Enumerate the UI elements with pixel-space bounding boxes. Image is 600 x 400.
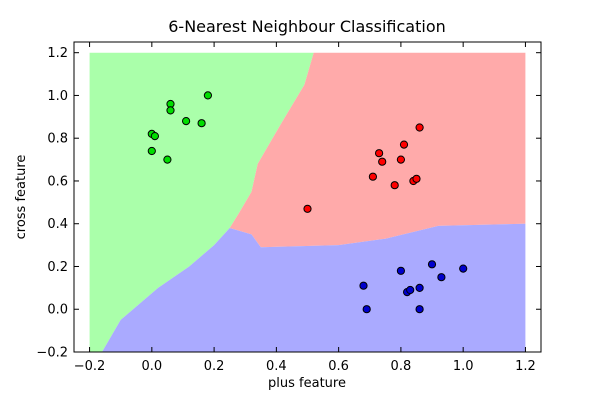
point-blue-5 bbox=[415, 283, 424, 292]
x-tick-label: 1.0 bbox=[453, 359, 474, 374]
point-red-5 bbox=[368, 172, 377, 181]
y-tick-label: 0.4 bbox=[47, 217, 68, 232]
point-red-9 bbox=[303, 204, 312, 213]
point-green-8 bbox=[163, 155, 172, 164]
point-red-1 bbox=[399, 140, 409, 149]
x-tick-label: 0.8 bbox=[391, 359, 412, 374]
region-green bbox=[89, 52, 314, 352]
y-tick-label: 0.6 bbox=[47, 174, 68, 189]
y-axis: −0.2 0.0 0.2 0.4 0.6 0.8 1.0 1.2 bbox=[36, 46, 541, 361]
x-tick-label: 0.2 bbox=[204, 359, 225, 374]
point-green-1 bbox=[203, 91, 212, 100]
point-blue-1 bbox=[459, 264, 468, 273]
x-axis: −0.2 0.0 0.2 0.4 0.6 0.8 1.0 1.2 bbox=[74, 42, 536, 374]
point-green-6 bbox=[150, 132, 159, 141]
point-red-3 bbox=[378, 157, 387, 166]
point-green-7 bbox=[147, 146, 156, 156]
point-green-2 bbox=[166, 106, 175, 115]
point-blue-2 bbox=[396, 266, 405, 275]
point-red-4 bbox=[396, 155, 405, 164]
y-tick-label: 1.0 bbox=[47, 89, 68, 104]
x-tick-label: 0.6 bbox=[328, 359, 349, 374]
point-green-3 bbox=[182, 117, 191, 126]
chart-title: 6-Nearest Neighbour Classification bbox=[168, 17, 446, 36]
point-red-7 bbox=[412, 174, 421, 183]
point-blue-3 bbox=[437, 273, 446, 282]
point-blue-8 bbox=[362, 305, 371, 314]
y-tick-label: 0.0 bbox=[47, 303, 68, 318]
x-tick-label: −0.2 bbox=[74, 359, 106, 374]
x-tick-label: 1.2 bbox=[515, 359, 536, 374]
point-green-4 bbox=[197, 119, 206, 128]
point-red-8 bbox=[390, 181, 399, 190]
x-tick-label: 0.0 bbox=[141, 359, 162, 374]
decision-regions bbox=[89, 52, 526, 352]
point-red-0 bbox=[415, 123, 424, 132]
x-axis-title: plus feature bbox=[268, 376, 346, 391]
region-blue bbox=[102, 223, 526, 352]
point-blue-7 bbox=[406, 285, 415, 295]
y-tick-label: 0.8 bbox=[47, 132, 68, 147]
point-blue-0 bbox=[427, 260, 437, 269]
y-tick-label: −0.2 bbox=[36, 346, 68, 361]
point-blue-4 bbox=[359, 281, 368, 290]
y-tick-label: 0.2 bbox=[47, 260, 68, 275]
data-points bbox=[147, 91, 468, 314]
plot-frame bbox=[73, 41, 542, 353]
y-axis-title: cross feature bbox=[14, 155, 29, 240]
x-tick-label: 0.4 bbox=[266, 359, 287, 374]
y-tick-label: 1.2 bbox=[47, 46, 68, 61]
point-red-2 bbox=[375, 149, 384, 158]
point-blue-9 bbox=[415, 305, 424, 314]
